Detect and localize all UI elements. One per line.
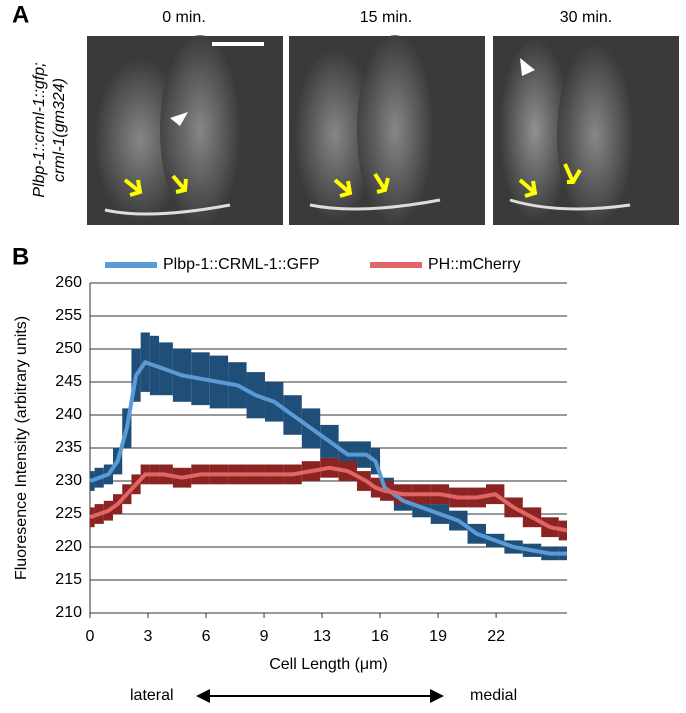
chart: B 210 215 220 225 230 235 240 245 250 255 260 0 3 6 9 13… <box>12 243 568 704</box>
y-tick-label: 230 <box>55 472 82 489</box>
micrographs <box>87 35 679 225</box>
y-tick-label: 255 <box>55 307 82 324</box>
x-tick-label: 9 <box>260 628 269 645</box>
x-tick-label: 13 <box>313 628 331 645</box>
series-line <box>89 465 568 533</box>
y-tick-label: 220 <box>55 538 82 555</box>
y-axis-label: Fluoresence Intensity (arbitrary units) <box>13 316 30 580</box>
y-tick-label: 240 <box>55 406 82 423</box>
x-tick-label: 6 <box>202 628 211 645</box>
y-tick-label: 215 <box>55 571 82 588</box>
time-label: 0 min. <box>162 9 206 26</box>
x-tick-label: 0 <box>86 628 95 645</box>
side-label-line: Plbp-1::crml-1::gfp; <box>31 62 48 197</box>
y-tick-label: 210 <box>55 604 82 621</box>
y-tick-label: 235 <box>55 439 82 456</box>
legend-label: PH::mCherry <box>428 256 520 273</box>
y-tick-label: 245 <box>55 373 82 390</box>
time-label: 30 min. <box>560 9 612 26</box>
x-tick-label: 22 <box>487 628 505 645</box>
direction-label: lateral <box>130 687 174 704</box>
x-tick-label: 3 <box>144 628 153 645</box>
arrow-head <box>196 689 210 703</box>
micrograph <box>289 35 485 225</box>
panel-label: A <box>12 1 29 28</box>
legend-label: Plbp-1::CRML-1::GFP <box>163 256 319 273</box>
time-label: 15 min. <box>360 9 412 26</box>
x-tick-label: 19 <box>429 628 447 645</box>
series-line <box>89 360 567 556</box>
x-axis-label: Cell Length (μm) <box>269 656 388 673</box>
arrow-head <box>430 689 444 703</box>
side-label: Plbp-1::crml-1::gfp; crml-1(gm324) <box>31 62 68 197</box>
panel-label: B <box>12 243 29 270</box>
direction-label: medial <box>470 687 517 704</box>
side-label-line: crml-1(gm324) <box>51 78 68 182</box>
x-tick-label: 16 <box>371 628 389 645</box>
micrograph <box>87 35 283 225</box>
y-tick-label: 225 <box>55 505 82 522</box>
micrograph <box>493 36 679 225</box>
y-tick-label: 260 <box>55 274 82 291</box>
y-tick-label: 250 <box>55 340 82 357</box>
